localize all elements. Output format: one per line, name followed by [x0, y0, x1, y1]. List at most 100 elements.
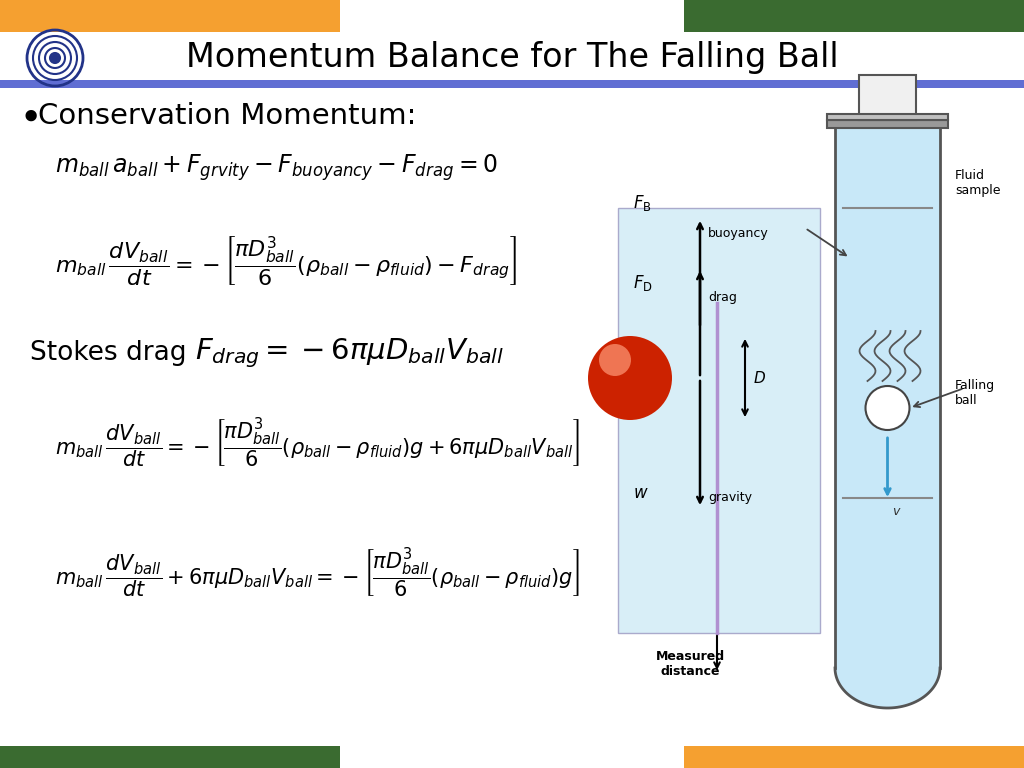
Bar: [12, 0, 16, 32]
Bar: [12, 746, 16, 768]
Bar: [176, 746, 180, 768]
Bar: [1004, 0, 1008, 32]
Bar: [8, 746, 12, 768]
Bar: [892, 0, 896, 32]
Bar: [204, 0, 208, 32]
Bar: [859, 75, 916, 120]
Bar: [224, 0, 228, 32]
Bar: [684, 746, 1024, 768]
Bar: [864, 746, 868, 768]
Bar: [712, 0, 716, 32]
Bar: [1004, 746, 1008, 768]
Bar: [272, 0, 276, 32]
Bar: [172, 0, 176, 32]
Bar: [36, 746, 40, 768]
Bar: [164, 746, 168, 768]
Circle shape: [588, 336, 672, 420]
Bar: [796, 0, 800, 32]
Bar: [996, 746, 1000, 768]
Bar: [760, 0, 764, 32]
Bar: [132, 746, 136, 768]
Bar: [116, 0, 120, 32]
Circle shape: [865, 386, 909, 430]
Bar: [232, 746, 236, 768]
Bar: [824, 0, 828, 32]
Bar: [52, 746, 56, 768]
Bar: [184, 0, 188, 32]
Bar: [720, 0, 724, 32]
Text: Momentum Balance for The Falling Ball: Momentum Balance for The Falling Ball: [185, 41, 839, 74]
Text: $m_{ball}\,\dfrac{dV_{ball}}{dt} = -\left[\dfrac{\pi D^3_{ball}}{6}\left(\rho_{b: $m_{ball}\,\dfrac{dV_{ball}}{dt} = -\lef…: [55, 416, 580, 470]
Bar: [792, 0, 796, 32]
Bar: [892, 746, 896, 768]
Text: Falling
ball: Falling ball: [955, 379, 995, 407]
Bar: [208, 746, 212, 768]
Bar: [908, 746, 912, 768]
Bar: [268, 0, 272, 32]
Bar: [864, 0, 868, 32]
Bar: [716, 746, 720, 768]
Text: $F_\mathrm{D}$: $F_\mathrm{D}$: [633, 273, 653, 293]
Text: $m_{ball}\,\dfrac{dV_{ball}}{dt} = -\left[\dfrac{\pi D^3_{ball}}{6}\left(\rho_{b: $m_{ball}\,\dfrac{dV_{ball}}{dt} = -\lef…: [55, 234, 517, 288]
Bar: [831, 746, 836, 768]
Bar: [0, 746, 340, 768]
Bar: [248, 746, 252, 768]
Bar: [220, 746, 224, 768]
Bar: [896, 746, 900, 768]
Bar: [168, 0, 172, 32]
Bar: [164, 0, 168, 32]
Bar: [20, 0, 24, 32]
Text: $v$: $v$: [893, 505, 902, 518]
Bar: [63, 0, 68, 32]
Bar: [756, 746, 760, 768]
Bar: [96, 0, 100, 32]
Bar: [24, 0, 28, 32]
Bar: [212, 0, 216, 32]
Bar: [827, 114, 948, 120]
Bar: [16, 0, 20, 32]
Text: $F_\mathrm{B}$: $F_\mathrm{B}$: [633, 193, 651, 213]
Bar: [308, 0, 312, 32]
Bar: [936, 746, 940, 768]
Bar: [193, 0, 196, 32]
Bar: [312, 746, 316, 768]
Bar: [96, 746, 100, 768]
Bar: [196, 746, 200, 768]
Bar: [220, 0, 224, 32]
Bar: [316, 746, 319, 768]
Bar: [804, 746, 808, 768]
Bar: [908, 0, 912, 32]
Bar: [784, 746, 788, 768]
Bar: [212, 746, 216, 768]
Bar: [36, 0, 40, 32]
Bar: [108, 0, 112, 32]
Bar: [1016, 746, 1020, 768]
Text: Stokes drag: Stokes drag: [30, 340, 186, 366]
Bar: [984, 0, 988, 32]
Bar: [84, 746, 88, 768]
Bar: [52, 0, 56, 32]
Text: $w$: $w$: [633, 484, 648, 502]
Bar: [988, 746, 992, 768]
Bar: [88, 0, 92, 32]
Bar: [900, 746, 904, 768]
Bar: [124, 746, 128, 768]
Bar: [920, 746, 924, 768]
Bar: [80, 0, 84, 32]
Bar: [992, 0, 996, 32]
Bar: [724, 0, 728, 32]
Bar: [888, 746, 892, 768]
Bar: [76, 0, 80, 32]
Bar: [916, 0, 920, 32]
Bar: [876, 0, 880, 32]
Bar: [744, 746, 748, 768]
Bar: [132, 0, 136, 32]
Bar: [764, 746, 768, 768]
Bar: [740, 0, 744, 32]
Bar: [860, 0, 864, 32]
Bar: [872, 746, 876, 768]
Bar: [292, 746, 296, 768]
Bar: [252, 0, 256, 32]
Text: Conservation Momentum:: Conservation Momentum:: [38, 102, 417, 130]
Bar: [108, 746, 112, 768]
